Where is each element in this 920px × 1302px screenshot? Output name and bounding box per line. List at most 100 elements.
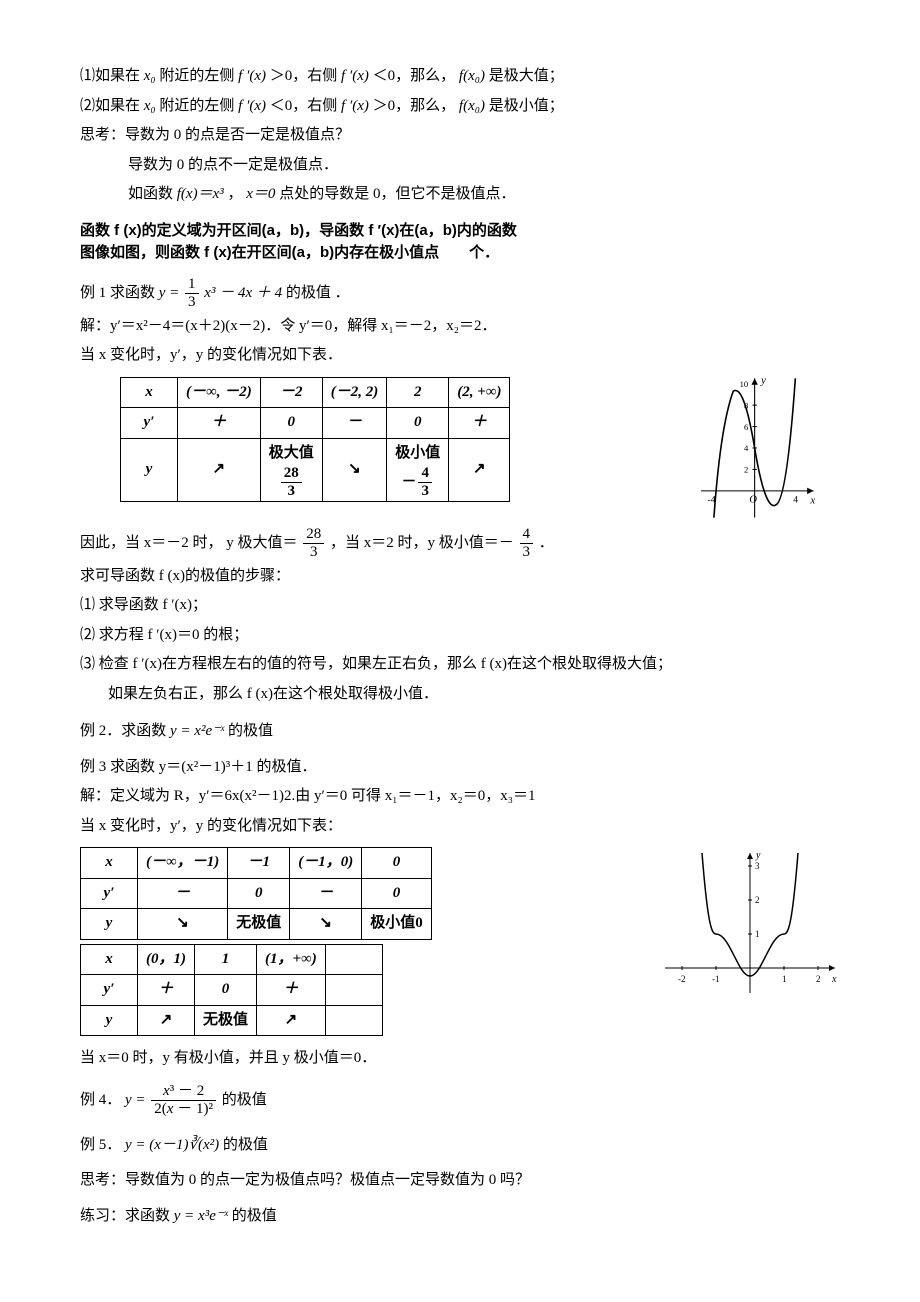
example-1-title: 例 1 求函数 y = 13 x³ － 4x ＋ 4 的极值 ． — [80, 277, 840, 310]
minus: － — [401, 474, 416, 490]
cell — [322, 438, 387, 502]
steps-title: 求可导函数 f (x)的极值的步骤： — [80, 564, 840, 590]
step-1: ⑴ 求导函数 f ′(x)； — [80, 593, 840, 619]
cell: 无极值 — [195, 1005, 257, 1036]
var-fpx: f ′(x) — [238, 98, 266, 114]
cell: 0 — [387, 408, 449, 439]
intro-line-1: ⑴如果在 x₀ 附近的左侧 f ′(x) ＞0，右侧 f ′(x) ＜0，那么，… — [80, 64, 840, 90]
step-3b: 如果左负右正，那么 f (x)在这个根处取得极小值． — [80, 682, 840, 708]
svg-text:4: 4 — [744, 443, 749, 453]
cell: 0 — [362, 848, 432, 879]
cell: 极大值 283 — [260, 438, 322, 502]
text: 附近的左侧 — [159, 98, 238, 114]
text: ＜0，那么， — [373, 68, 456, 84]
cell: 无极值 — [228, 909, 290, 940]
text: 点处的导数是 0，但它不是极值点． — [279, 186, 515, 202]
text: 的极值 ． — [286, 284, 350, 300]
example-3-title: 例 3 求函数 y＝(x²－1)³＋1 的极值． — [80, 755, 840, 781]
example-4: 例 4． y = x³ － 22(x － 1)² 的极值 — [80, 1084, 840, 1117]
cell: x — [81, 944, 138, 975]
svg-text:y: y — [755, 850, 761, 861]
cell: x — [81, 848, 138, 879]
text: ＞0，那么， — [373, 98, 456, 114]
var-fpx: f ′(x) — [341, 98, 369, 114]
arrow-up-icon — [213, 461, 226, 477]
thinking-answer-1: 导数为 0 的点不一定是极值点． — [80, 153, 840, 179]
svg-text:-2: -2 — [678, 974, 686, 984]
example-3-table-2: x (0，1) 1 (1，+∞) y′ ＋ 0 ＋ y 无极值 — [80, 944, 383, 1037]
cell: (2, +∞) — [449, 377, 510, 408]
cell: 0 — [362, 878, 432, 909]
cell: 0 — [228, 878, 290, 909]
thinking-answer-2: 如函数 f(x)＝x³ ， x＝0 点处的导数是 0，但它不是极值点． — [80, 182, 840, 208]
svg-text:y: y — [760, 374, 766, 386]
svg-text:x: x — [809, 494, 815, 506]
text: 是极小值； — [489, 98, 564, 114]
text: 因此，当 x＝－2 时， y 极大值＝ — [80, 534, 298, 550]
text: 的极值 — [222, 1091, 267, 1107]
example-3-table-1: x (－∞，－1) －1 (－1，0) 0 y′ － 0 － 0 y 无极值 极… — [80, 847, 432, 940]
fraction: x³ － 22(x － 1)² — [151, 1084, 216, 1117]
example-5: 例 5． y = (x－1)∛(x²) 的极值 — [80, 1133, 840, 1159]
text: ，当 x＝2 时，y 极小值＝－ — [330, 534, 514, 550]
text: 如函数 — [128, 186, 177, 202]
cell: ＋ — [138, 975, 195, 1006]
example-1-conclusion: 因此，当 x＝－2 时， y 极大值＝ 283 ，当 x＝2 时，y 极小值＝－… — [80, 527, 840, 560]
cell: (－∞，－1) — [138, 848, 228, 879]
cell — [138, 1005, 195, 1036]
text: 附近的左侧 — [159, 68, 238, 84]
formula: y = — [125, 1091, 149, 1107]
cell: 0 — [260, 408, 322, 439]
cell: ＋ — [449, 408, 510, 439]
cell: y — [81, 1005, 138, 1036]
cell: ＋ — [257, 975, 326, 1006]
var-fpx: f ′(x) — [238, 68, 266, 84]
intro-line-2: ⑵如果在 x₀ 附近的左侧 f ′(x) ＜0，右侧 f ′(x) ＞0，那么，… — [80, 94, 840, 120]
svg-text:2: 2 — [744, 464, 748, 474]
label: 极大值 — [269, 445, 314, 461]
cell: y′ — [121, 408, 178, 439]
example-3-conclusion: 当 x＝0 时，y 有极小值，并且 y 极小值＝0． — [80, 1046, 840, 1072]
thinking-question: 思考：导数为 0 的点是否一定是极值点？ — [80, 123, 840, 149]
fraction: 13 — [185, 277, 199, 310]
example-3-sol2: 当 x 变化时，y′，y 的变化情况如下表： — [80, 814, 840, 840]
svg-text:1: 1 — [782, 974, 787, 984]
cell — [325, 975, 382, 1006]
cell: y′ — [81, 878, 138, 909]
example-1-solution-1: 解：y′＝x²－4＝(x＋2)(x－2)．令 y′＝0，解得 x₁＝－2，x₂＝… — [80, 314, 840, 340]
text: ＜0，右侧 — [270, 98, 341, 114]
text: 是极大值； — [489, 68, 564, 84]
example-1-graph: x y O -4 4 2 4 6 8 10 — [680, 373, 840, 523]
fraction: 43 — [418, 466, 432, 499]
text: 例 5． — [80, 1137, 121, 1153]
text: 的极值 — [232, 1208, 277, 1224]
svg-text:2: 2 — [816, 974, 821, 984]
arrow-down-icon — [348, 461, 361, 477]
cell: y — [81, 909, 138, 940]
example-2: 例 2．求函数 y = x²e⁻ˣ 的极值 — [80, 719, 840, 745]
cell — [449, 438, 510, 502]
cell: (－2, 2) — [322, 377, 387, 408]
expr: f(x)＝x³ — [177, 186, 224, 202]
practice: 练习：求函数 y = x³e⁻ˣ 的极值 — [80, 1204, 840, 1230]
svg-text:-1: -1 — [712, 974, 720, 984]
cell: － — [322, 408, 387, 439]
cell: － — [138, 878, 228, 909]
expr: y = (x－1)∛(x²) — [125, 1137, 219, 1153]
var-fx0: f(x₀) — [459, 68, 485, 84]
cell — [257, 1005, 326, 1036]
text: ⑴如果在 — [80, 68, 144, 84]
example-1-solution-2: 当 x 变化时，y′，y 的变化情况如下表． — [80, 343, 840, 369]
text: 例 1 求函数 — [80, 284, 159, 300]
text: 的极值 — [223, 1137, 268, 1153]
fraction: 43 — [520, 527, 534, 560]
cell: － — [290, 878, 362, 909]
var-x0: x₀ — [144, 68, 156, 84]
cell — [325, 1005, 382, 1036]
label: 极小值 — [395, 445, 440, 461]
cell: (0，1) — [138, 944, 195, 975]
cell: 极小值 －43 — [387, 438, 449, 502]
cell: －1 — [228, 848, 290, 879]
svg-text:6: 6 — [744, 421, 749, 431]
text: 练习：求函数 — [80, 1208, 174, 1224]
